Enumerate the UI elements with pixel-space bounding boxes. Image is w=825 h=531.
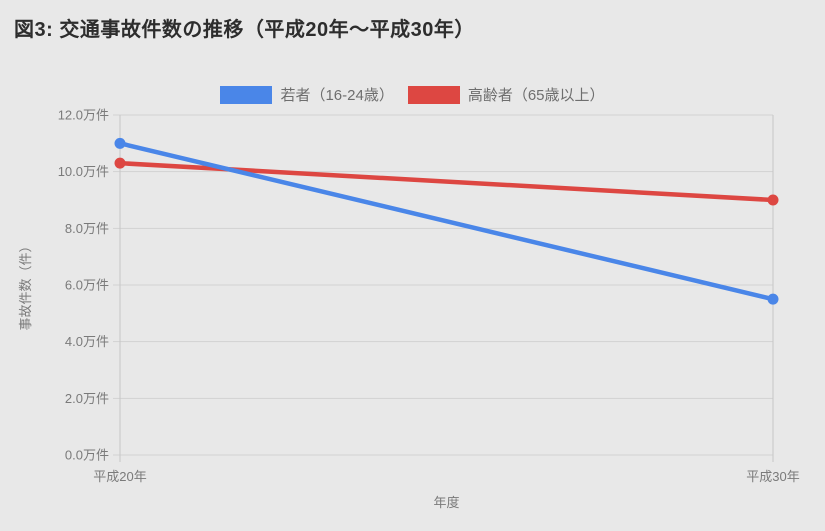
legend-swatch-youth <box>220 85 273 104</box>
legend-item-youth[interactable]: 若者（16-24歳） <box>220 84 394 105</box>
data-point[interactable] <box>767 194 779 206</box>
y-tick-label: 12.0万件 <box>58 108 109 123</box>
data-point[interactable] <box>767 293 779 305</box>
chart-legend: 若者（16-24歳） 高齢者（65歳以上） <box>0 84 825 105</box>
y-tick-label: 0.0万件 <box>65 448 109 463</box>
y-tick-label: 8.0万件 <box>65 221 109 236</box>
x-axis-title: 年度 <box>433 495 459 510</box>
y-tick-label: 10.0万件 <box>58 164 109 179</box>
legend-item-elderly[interactable]: 高齢者（65歳以上） <box>407 84 605 105</box>
y-axis-title: 事故件数（件） <box>18 239 33 330</box>
legend-label-elderly: 高齢者（65歳以上） <box>467 87 605 104</box>
data-point[interactable] <box>114 157 126 169</box>
y-tick-label: 2.0万件 <box>65 391 109 406</box>
legend-swatch-elderly <box>407 85 460 104</box>
data-point[interactable] <box>114 137 126 149</box>
y-tick-label: 6.0万件 <box>65 278 109 293</box>
x-tick-label: 平成20年 <box>93 469 146 484</box>
x-tick-label: 平成30年 <box>746 469 799 484</box>
series-line-youth[interactable] <box>117 141 776 302</box>
y-tick-label: 4.0万件 <box>65 334 109 349</box>
chart-title: 図3: 交通事故件数の推移（平成20年～平成30年） <box>14 19 475 41</box>
legend-label-youth: 若者（16-24歳） <box>280 87 394 104</box>
